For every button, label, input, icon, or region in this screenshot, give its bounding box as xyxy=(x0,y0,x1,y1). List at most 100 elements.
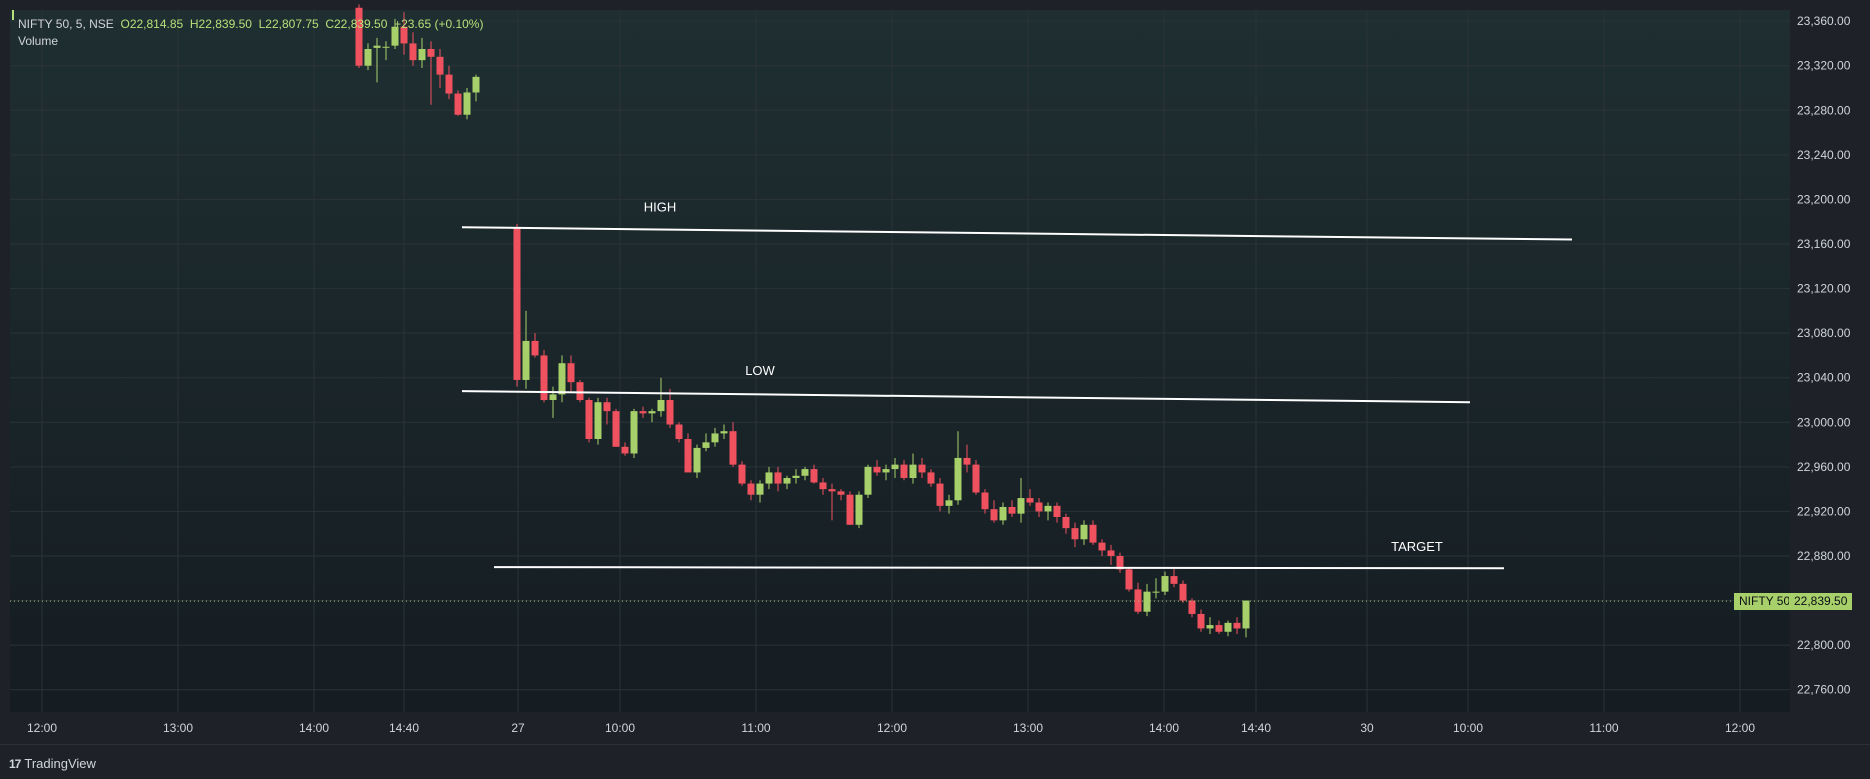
candle-down xyxy=(1179,583,1187,601)
candle-up xyxy=(373,45,381,48)
candle-down xyxy=(1053,505,1061,517)
y-tick-label: 22,800.00 xyxy=(1797,638,1851,652)
candle-down xyxy=(774,472,782,484)
legend-change: +23.65 (+0.10%) xyxy=(394,17,484,31)
candle-up xyxy=(792,475,800,478)
legend-close: C22,839.50 xyxy=(325,17,388,31)
candle-up xyxy=(1017,498,1025,514)
price-tag-name: NIFTY 50 xyxy=(1734,593,1796,611)
candle-up xyxy=(882,469,890,473)
candle-down xyxy=(936,483,944,506)
x-tick-label: 12:00 xyxy=(27,721,57,735)
y-tick-label: 22,880.00 xyxy=(1797,549,1851,563)
candle-down xyxy=(738,464,746,484)
y-tick-label: 22,760.00 xyxy=(1797,683,1851,697)
candle-down xyxy=(747,483,755,495)
legend-open: O22,814.85 xyxy=(120,17,184,31)
candle-up xyxy=(864,466,872,495)
x-tick-label: 11:00 xyxy=(741,721,770,735)
candle-up xyxy=(1044,505,1052,512)
candle-up xyxy=(801,469,809,476)
annotation-line xyxy=(461,226,1573,241)
candle-up xyxy=(657,400,665,412)
candle-down xyxy=(445,74,453,94)
candle-down xyxy=(1233,622,1241,629)
candle-down xyxy=(900,464,908,478)
candle-down xyxy=(513,227,521,380)
candle-down xyxy=(1008,506,1016,514)
candle-up xyxy=(391,26,399,46)
legend-low: L22,807.75 xyxy=(258,17,319,31)
candle-down xyxy=(918,464,926,473)
plot-area xyxy=(10,10,1790,712)
candle-down xyxy=(400,26,408,44)
x-tick-label: 12:00 xyxy=(1725,721,1755,735)
candle-up xyxy=(765,472,773,484)
candle-down xyxy=(873,466,881,473)
annotation-label: LOW xyxy=(745,363,775,378)
y-tick-label: 23,080.00 xyxy=(1797,326,1851,340)
candle-up xyxy=(756,483,764,495)
candle-down xyxy=(1197,613,1205,629)
candle-up xyxy=(1080,524,1088,540)
price-tag-value: 22,839.50 xyxy=(1789,593,1853,611)
candle-down xyxy=(1170,576,1178,584)
candle-down xyxy=(585,400,593,439)
candle-down xyxy=(427,49,435,57)
x-tick-label: 10:00 xyxy=(1453,721,1483,735)
x-tick-label: 10:00 xyxy=(605,721,635,735)
candle-up xyxy=(693,447,701,473)
candle-down xyxy=(1125,569,1133,590)
candle-up xyxy=(1161,576,1169,592)
candle-down xyxy=(729,431,737,465)
candle-down xyxy=(409,43,417,61)
tradingview-brand: TradingView xyxy=(24,756,96,771)
candle-down xyxy=(666,400,674,425)
candle-up xyxy=(558,363,566,395)
candle-down xyxy=(972,464,980,493)
candle-down xyxy=(981,492,989,510)
candle-down xyxy=(1062,517,1070,529)
edge-marker xyxy=(12,10,14,20)
candle-down xyxy=(576,382,584,400)
candle-down xyxy=(1215,625,1223,632)
x-tick-label: 27 xyxy=(511,721,525,735)
candle-up xyxy=(463,92,471,115)
candle-down xyxy=(612,411,620,447)
y-tick-label: 23,120.00 xyxy=(1797,282,1851,296)
x-tick-label: 12:00 xyxy=(877,721,907,735)
y-tick-label: 23,000.00 xyxy=(1797,415,1851,429)
candle-down xyxy=(540,355,548,400)
tradingview-logo[interactable]: 17 TradingView xyxy=(9,756,96,771)
candle-down xyxy=(927,472,935,484)
candle-down xyxy=(819,482,827,490)
candle-down xyxy=(436,56,444,75)
annotation-label: TARGET xyxy=(1391,539,1443,554)
y-tick-label: 23,160.00 xyxy=(1797,237,1851,251)
price-axis-bg xyxy=(1790,0,1870,744)
candle-up xyxy=(382,46,390,48)
candle-down xyxy=(1098,542,1106,551)
candle-down xyxy=(1089,524,1097,543)
annotation-label: HIGH xyxy=(644,199,677,214)
x-tick-label: 13:00 xyxy=(163,721,193,735)
candle-down xyxy=(621,446,629,454)
candle-up xyxy=(472,76,480,93)
ohlc-legend: NIFTY 50, 5, NSE O22,814.85 H22,839.50 L… xyxy=(18,17,483,31)
tradingview-logo-icon: 17 xyxy=(9,756,21,771)
candle-down xyxy=(567,363,575,383)
candle-up xyxy=(594,402,602,439)
price-chart[interactable]: 23,360.00 23,320.00 23,280.00 23,240.00 23,2… xyxy=(0,0,1870,744)
candle-down xyxy=(1188,600,1196,614)
candle-down xyxy=(1071,528,1079,540)
y-tick-label: 23,040.00 xyxy=(1797,371,1851,385)
candle-up xyxy=(1206,625,1214,629)
candle-down xyxy=(963,457,971,465)
footer-bar: 17 TradingView xyxy=(0,744,1870,779)
candle-up xyxy=(702,442,710,448)
candle-down xyxy=(684,439,692,473)
annotation-line xyxy=(493,566,1505,570)
x-tick-label: 14:40 xyxy=(1241,721,1271,735)
x-tick-label: 14:40 xyxy=(389,721,419,735)
candle-down xyxy=(810,469,818,483)
